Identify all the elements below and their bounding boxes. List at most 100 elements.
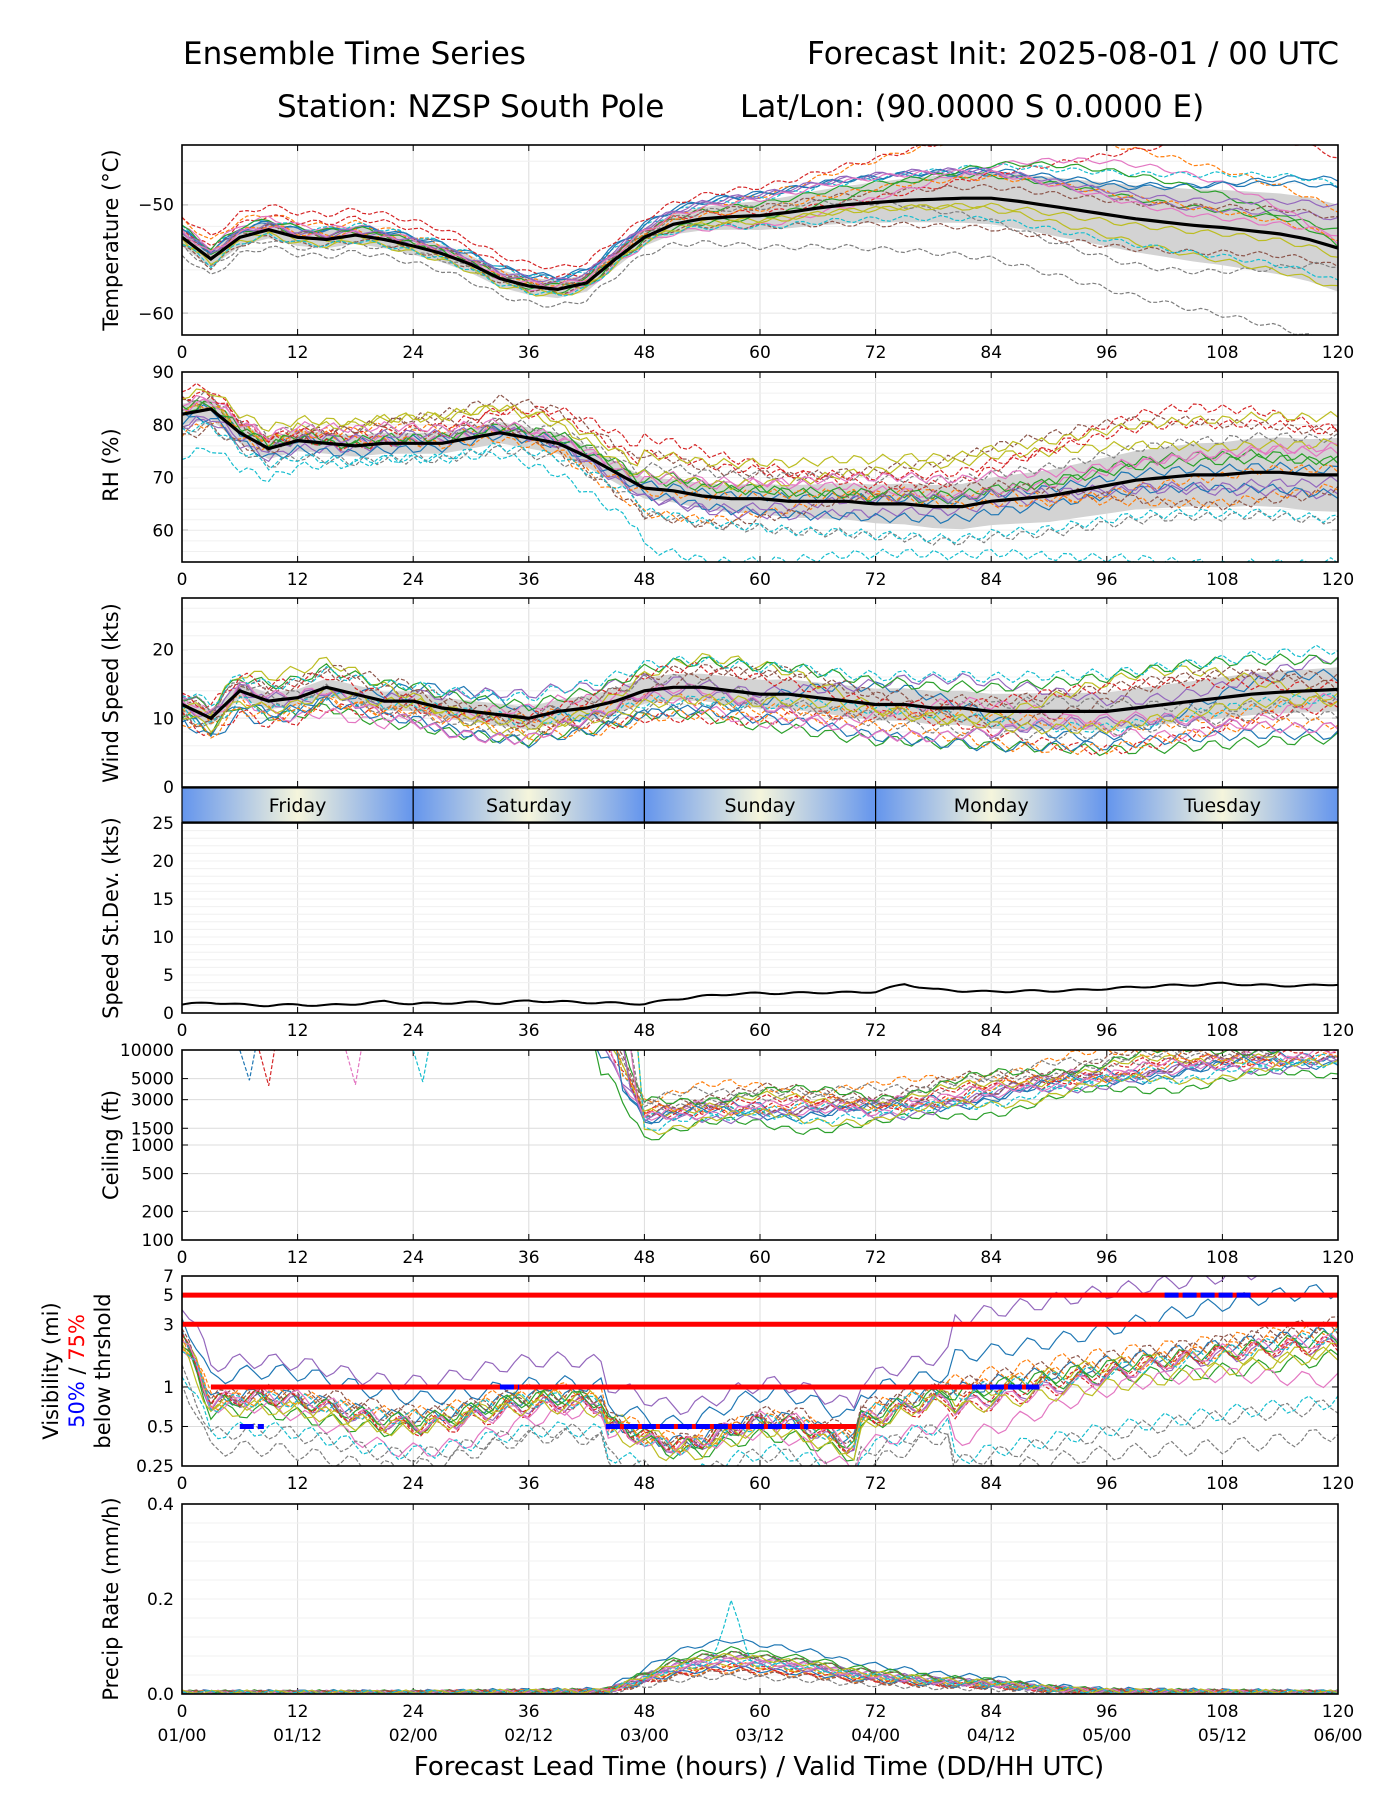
member-line bbox=[182, 695, 1338, 753]
y-tick-label: 7 bbox=[163, 1267, 174, 1287]
y-tick-label: 1000 bbox=[131, 1136, 174, 1156]
valid-time-label: 06/00 bbox=[1314, 1726, 1363, 1746]
member-line bbox=[630, 1050, 1338, 1117]
x-tick-label: 120 bbox=[1322, 570, 1354, 590]
y-tick-label: 90 bbox=[152, 363, 174, 383]
member-line bbox=[182, 420, 1338, 544]
member-line bbox=[182, 681, 1338, 746]
panel-frame bbox=[181, 822, 1339, 1014]
y-tick-label: 0.4 bbox=[147, 1495, 174, 1515]
y-tick-label: 60 bbox=[152, 521, 174, 541]
member-dip bbox=[239, 1049, 256, 1081]
member-line bbox=[182, 1332, 1338, 1454]
x-tick-label: 24 bbox=[402, 570, 424, 590]
x-tick-label: 24 bbox=[402, 1248, 424, 1268]
panel-precip: 0 12 24 36 48 60 72 84 96 108 120 0.0 0.2 0.4 01/00 01/… bbox=[99, 1495, 1363, 1746]
y-tick-label: 10 bbox=[152, 928, 174, 948]
member-line bbox=[182, 202, 1338, 294]
x-tick-label: 108 bbox=[1206, 570, 1238, 590]
x-tick-label: 48 bbox=[634, 1021, 656, 1041]
x-tick-label: 36 bbox=[518, 570, 540, 590]
y-tick-label: 500 bbox=[142, 1165, 174, 1185]
panel-ceiling: 0 12 24 36 48 60 72 84 96 108 120 100 200 500 10001500… bbox=[99, 1041, 1354, 1268]
y-tick-label: 5 bbox=[163, 966, 174, 986]
member-line bbox=[182, 1350, 1338, 1466]
member-line bbox=[182, 702, 1338, 756]
member-line bbox=[182, 167, 1338, 283]
panel-speed-stdev: 0 12 24 36 48 60 72 84 96 108 120 0 5 10 15 20 25 Speed S… bbox=[99, 814, 1354, 1041]
valid-time-label: 03/12 bbox=[736, 1726, 785, 1746]
member-line bbox=[612, 1050, 1303, 1117]
day-band-label: Monday bbox=[954, 795, 1029, 817]
member-line bbox=[637, 1050, 1338, 1132]
x-tick-label: 120 bbox=[1322, 1474, 1354, 1494]
valid-time-label: 01/12 bbox=[273, 1726, 322, 1746]
member-line bbox=[182, 685, 1338, 735]
member-line bbox=[182, 1327, 1338, 1457]
member-line bbox=[182, 695, 1338, 756]
member-line bbox=[182, 398, 1338, 490]
y-tick-label: 200 bbox=[142, 1202, 174, 1222]
y-axis-label: Temperature (°C) bbox=[99, 149, 123, 331]
member-line bbox=[182, 1665, 1338, 1694]
y-tick-label: 10 bbox=[152, 709, 174, 729]
y-tick-label: 20 bbox=[152, 641, 174, 661]
member-line bbox=[182, 689, 1338, 742]
y-axis-label: RH (%) bbox=[99, 428, 123, 501]
x-tick-label: 60 bbox=[749, 1021, 771, 1041]
y-tick-label: 70 bbox=[152, 469, 174, 489]
member-line bbox=[182, 388, 1338, 469]
x-tick-label: 84 bbox=[980, 1021, 1002, 1041]
member-line bbox=[594, 1050, 1338, 1141]
member-dip bbox=[345, 1049, 362, 1085]
panel-frame bbox=[181, 1275, 1339, 1467]
y-axis-label-line2: below thrshold bbox=[91, 1293, 115, 1448]
y-tick-label: 0.2 bbox=[147, 1590, 174, 1610]
x-tick-label: 72 bbox=[865, 1474, 887, 1494]
ensemble-group bbox=[594, 1050, 1338, 1141]
x-tick-label: 48 bbox=[634, 343, 656, 363]
x-tick-label: 108 bbox=[1206, 1021, 1238, 1041]
day-band-strip: Friday Saturday Sunday Monday Tuesday bbox=[181, 787, 1339, 823]
y-tick-label: 0 bbox=[163, 1004, 174, 1024]
x-tick-label: 108 bbox=[1206, 1702, 1238, 1722]
member-line bbox=[182, 1384, 1338, 1466]
latlon-label: Lat/Lon: (90.0000 S 0.0000 E) bbox=[740, 89, 1204, 125]
stdev-line bbox=[181, 981, 1339, 1008]
y-tick-label: −50 bbox=[138, 196, 174, 216]
y-tick-label: 1500 bbox=[131, 1119, 174, 1139]
y-axis-label: Speed St.Dev. (kts) bbox=[99, 817, 123, 1019]
x-tick-label: 120 bbox=[1322, 343, 1354, 363]
x-tick-label: 48 bbox=[634, 570, 656, 590]
member-line bbox=[182, 214, 1338, 297]
member-line bbox=[182, 1376, 1338, 1466]
x-tick-label: 24 bbox=[402, 1021, 424, 1041]
x-tick-label: 48 bbox=[634, 1702, 656, 1722]
legend-50-label: 50% bbox=[65, 1381, 89, 1428]
panel-rh: 0 12 24 36 48 60 72 84 96 108 120 60 70 80 90 RH (%) bbox=[99, 363, 1354, 590]
title-left: Ensemble Time Series bbox=[183, 36, 526, 72]
member-line bbox=[182, 447, 1338, 562]
member-line bbox=[618, 1050, 1251, 1108]
x-tick-label: 84 bbox=[980, 570, 1002, 590]
member-line bbox=[182, 168, 1338, 285]
member-line bbox=[182, 664, 1338, 733]
member-line bbox=[637, 1050, 1338, 1136]
x-tick-label: 72 bbox=[865, 1021, 887, 1041]
member-line bbox=[182, 644, 1338, 707]
panel-frame bbox=[181, 1503, 1339, 1695]
valid-time-label: 04/12 bbox=[967, 1726, 1016, 1746]
member-line bbox=[182, 663, 1338, 722]
y-tick-label: 0 bbox=[163, 778, 174, 798]
x-tick-label: 96 bbox=[1096, 1248, 1118, 1268]
panel-frame bbox=[181, 1049, 1339, 1241]
x-tick-label: 0 bbox=[177, 1021, 188, 1041]
member-line bbox=[182, 1325, 1338, 1454]
day-band-cell bbox=[643, 787, 877, 823]
ensemble-group bbox=[182, 382, 1338, 562]
figure-header: Ensemble Time Series Forecast Init: 2025… bbox=[183, 36, 1339, 125]
member-line bbox=[182, 400, 1338, 501]
member-line bbox=[182, 1652, 1338, 1694]
y-tick-label: 15 bbox=[152, 890, 174, 910]
station-label: Station: NZSP South Pole bbox=[277, 89, 664, 125]
